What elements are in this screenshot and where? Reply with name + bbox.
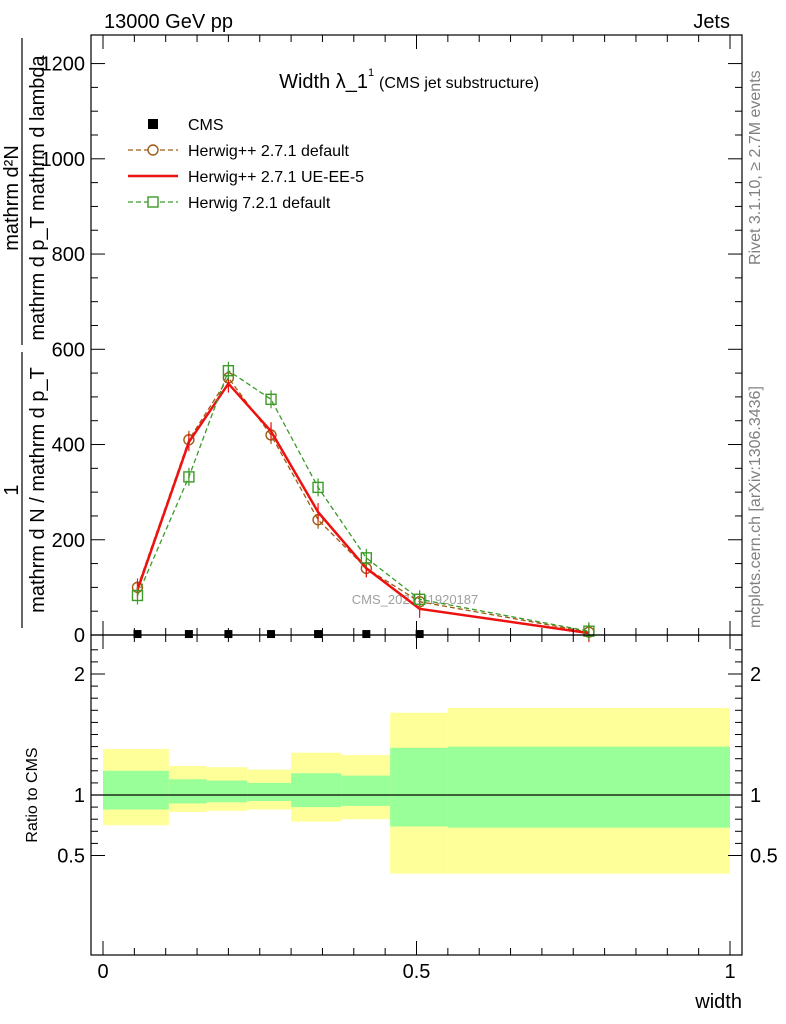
legend-marker-square bbox=[147, 196, 159, 208]
series-line-herwig7-default bbox=[136, 369, 590, 632]
legend: CMS Herwig++ 2.7.1 default Herwig++ 2.7.1 … bbox=[128, 117, 364, 212]
cms-data-point bbox=[267, 630, 276, 639]
series-marker-square bbox=[183, 471, 195, 483]
series-marker-square bbox=[312, 481, 324, 494]
ratio-plot-panel: 0.5 0.5 1 1 2 2 0 0.5 1 Ratio to CMS width bbox=[24, 634, 778, 1013]
legend-entry: Herwig 7.2.1 default bbox=[128, 195, 331, 212]
series-line-herwigpp-default bbox=[136, 376, 590, 633]
ratio-y-tick-label-right: 0.5 bbox=[750, 846, 778, 868]
series-marker-square bbox=[222, 365, 235, 377]
cms-data-point bbox=[184, 630, 193, 639]
legend-marker-circle bbox=[147, 144, 159, 156]
series-marker-square bbox=[583, 625, 595, 637]
ratio-band-inner bbox=[390, 747, 448, 827]
cms-data-point bbox=[362, 630, 371, 639]
main-plot-panel: CMS_2021_I1920187 020040060080010001200 … bbox=[1, 34, 743, 647]
y-tick-label: 600 bbox=[52, 339, 85, 361]
series-marker-square bbox=[131, 589, 144, 602]
header-right-label: Jets bbox=[693, 11, 730, 33]
legend-label: Herwig 7.2.1 default bbox=[188, 195, 331, 212]
legend-label: Herwig++ 2.7.1 default bbox=[188, 143, 350, 160]
ratio-y-tick-label-right: 1 bbox=[750, 785, 761, 807]
y-label-prefix-denominator: mathrm d N / mathrm d p_T bbox=[27, 367, 49, 613]
ratio-band-inner bbox=[103, 770, 169, 810]
side-label-mcplots: mcplots.cern.ch [arXiv:1306.3436] bbox=[747, 386, 764, 628]
y-label-denominator: mathrm d p_T mathrm d lambda bbox=[27, 54, 49, 340]
ratio-band-inner bbox=[291, 773, 342, 808]
y-tick-label: 400 bbox=[52, 435, 85, 457]
y-axis-label: 1 mathrm d N / mathrm d p_T mathrm d²N m… bbox=[1, 38, 49, 628]
y-label-numerator: mathrm d²N bbox=[1, 145, 23, 251]
side-label-rivet: Rivet 3.1.10, ≥ 2.7M events bbox=[747, 70, 764, 265]
x-tick-label: 1 bbox=[724, 961, 735, 983]
ratio-y-label: Ratio to CMS bbox=[24, 747, 41, 842]
ratio-y-tick-label: 0.5 bbox=[57, 846, 85, 868]
ratio-y-tick-label: 1 bbox=[74, 785, 85, 807]
cms-data-point bbox=[415, 630, 424, 639]
x-axis-label: width bbox=[694, 991, 742, 1013]
legend-label: Herwig++ 2.7.1 UE-EE-5 bbox=[188, 169, 364, 186]
y-tick-label: 800 bbox=[52, 244, 85, 266]
legend-label: CMS bbox=[188, 117, 224, 134]
ratio-y-tick-label-right: 2 bbox=[750, 664, 761, 686]
legend-entry: Herwig++ 2.7.1 UE-EE-5 bbox=[128, 169, 364, 186]
cms-data-point bbox=[314, 630, 323, 639]
ratio-band-inner bbox=[341, 775, 391, 806]
y-label-prefix-numerator: 1 bbox=[1, 484, 23, 495]
series-line-ue-ee-5 bbox=[136, 381, 590, 635]
y-tick-label: 0 bbox=[74, 625, 85, 647]
ratio-y-tick-label: 2 bbox=[74, 664, 85, 686]
cms-data-point bbox=[133, 630, 142, 639]
legend-entry: Herwig++ 2.7.1 default bbox=[128, 143, 350, 160]
ratio-band-inner bbox=[247, 782, 292, 802]
y-tick-label: 200 bbox=[52, 530, 85, 552]
ratio-band-inner bbox=[206, 780, 248, 803]
series-marker-square bbox=[265, 393, 277, 405]
legend-entry: CMS bbox=[148, 117, 224, 134]
y-tick-label: 1200 bbox=[41, 54, 86, 76]
chart-title: Width λ_1 bbox=[279, 71, 368, 93]
series-marker-square bbox=[360, 552, 373, 564]
series-marker-square bbox=[413, 593, 426, 605]
legend-marker-square-filled bbox=[148, 119, 158, 129]
ratio-band-inner bbox=[447, 746, 730, 828]
header-left-label: 13000 GeV pp bbox=[104, 11, 233, 33]
x-tick-label: 0 bbox=[97, 961, 108, 983]
chart-title-superscript: 1 bbox=[368, 67, 374, 79]
chart-subtitle: (CMS jet substructure) bbox=[379, 75, 539, 92]
ratio-band-inner bbox=[168, 779, 207, 804]
y-tick-label: 1000 bbox=[41, 149, 86, 171]
x-tick-label: 0.5 bbox=[403, 961, 431, 983]
